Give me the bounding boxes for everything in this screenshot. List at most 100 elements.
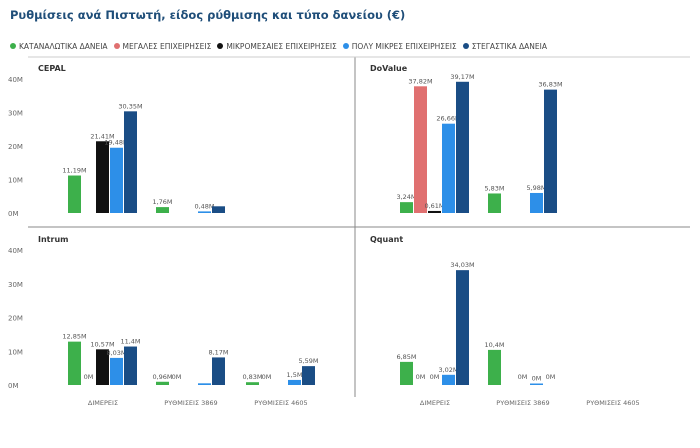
- legend-dot-icon: [342, 43, 349, 49]
- x-category-label: ΡΥΘΜΙΣΕΙΣ 3869: [496, 399, 549, 407]
- bar: [442, 123, 455, 213]
- x-category-label: ΡΥΘΜΙΣΕΙΣ 3869: [164, 399, 217, 407]
- data-label: 30,35M: [118, 102, 142, 110]
- data-label: 19,48M: [104, 139, 128, 147]
- bar: [544, 89, 557, 213]
- bar: [428, 210, 441, 213]
- data-label: 34,03M: [450, 261, 474, 269]
- data-label: 5,59M: [298, 357, 318, 365]
- data-label: 0M: [518, 373, 528, 381]
- data-label: 8,03M: [106, 349, 126, 357]
- y-tick-label: 0M: [8, 210, 19, 218]
- data-label: 8,17M: [208, 348, 228, 356]
- bar: [212, 206, 225, 213]
- legend-label: ΚΑΤΑΝΑΛΩΤΙΚΑ ΔΑΝΕΙΑ: [19, 41, 108, 51]
- bar: [110, 357, 123, 385]
- y-tick-label: 20M: [8, 315, 23, 323]
- bar: [124, 346, 137, 385]
- y-tick-label: 20M: [8, 143, 23, 151]
- legend-label: ΠΟΛΥ ΜΙΚΡΕΣ ΕΠΙΧΕΙΡΗΣΕΙΣ: [351, 41, 457, 51]
- data-label: 0M: [262, 373, 272, 381]
- data-label: 11,19M: [62, 167, 86, 175]
- y-tick-label: 40M: [8, 247, 23, 255]
- bar: [68, 341, 81, 385]
- bar: [488, 193, 501, 213]
- data-label: 0M: [84, 373, 94, 381]
- bar: [288, 379, 301, 385]
- bar: [110, 147, 123, 213]
- legend-dot-icon: [217, 43, 224, 49]
- bar: [156, 381, 169, 385]
- bar: [246, 382, 259, 385]
- data-label: 37,82M: [408, 77, 432, 85]
- y-tick-label: 10M: [8, 177, 23, 185]
- data-label: 26,66M: [436, 115, 460, 123]
- bar: [302, 366, 315, 385]
- x-category-label: ΔΙΜΕΡΕΙΣ: [88, 399, 118, 407]
- data-label: 5,98M: [526, 184, 546, 192]
- data-label: 21,41M: [90, 132, 114, 140]
- legend-item-consumer[interactable]: ΚΑΤΑΝΑΛΩΤΙΚΑ ΔΑΝΕΙΑ: [10, 42, 108, 51]
- chart-legend: ΚΑΤΑΝΑΛΩΤΙΚΑ ΔΑΝΕΙΑ ΜΕΓΑΛΕΣ ΕΠΙΧΕΙΡΗΣΕΙΣ…: [10, 40, 553, 52]
- bar: [212, 357, 225, 385]
- bar: [68, 175, 81, 213]
- bar: [530, 192, 543, 213]
- panel-title: Qquant: [370, 235, 403, 244]
- x-category-label: ΡΥΘΜΙΣΕΙΣ 4605: [254, 399, 307, 407]
- y-tick-label: 10M: [8, 348, 23, 356]
- data-label: 39,17M: [450, 73, 474, 81]
- data-label: 1,76M: [152, 198, 172, 206]
- bar: [198, 383, 211, 385]
- legend-label: ΜΙΚΡΟΜΕΣΑΙΕΣ ΕΠΙΧΕΙΡΗΣΕΙΣ: [226, 41, 337, 51]
- y-tick-label: 30M: [8, 110, 23, 118]
- legend-label: ΣΤΕΓΑΣΤΙΚΑ ΔΑΝΕΙΑ: [471, 41, 547, 51]
- panel-title: DoValue: [370, 64, 408, 73]
- bar: [456, 81, 469, 213]
- data-label: 0,48M: [194, 202, 214, 210]
- bar: [530, 383, 543, 385]
- data-label: 1,5M: [287, 371, 303, 379]
- data-label: 12,85M: [62, 333, 86, 341]
- bar: [96, 141, 109, 213]
- data-label: 0M: [532, 375, 542, 383]
- data-label: 10,57M: [90, 340, 114, 348]
- data-label: 0,83M: [242, 373, 262, 381]
- legend-item-large-business[interactable]: ΜΕΓΑΛΕΣ ΕΠΙΧΕΙΡΗΣΕΙΣ: [113, 41, 212, 51]
- data-label: 0M: [430, 373, 440, 381]
- y-tick-label: 30M: [8, 281, 23, 289]
- data-label: 5,83M: [484, 184, 504, 192]
- bar: [414, 86, 427, 213]
- x-category-label: ΔΙΜΕΡΕΙΣ: [420, 399, 450, 407]
- data-label: 6,85M: [396, 353, 416, 361]
- legend-item-sme[interactable]: ΜΙΚΡΟΜΕΣΑΙΕΣ ΕΠΙΧΕΙΡΗΣΕΙΣ: [217, 41, 337, 51]
- data-label: 0,61M: [424, 202, 444, 210]
- panel-title: CEPAL: [38, 64, 66, 73]
- y-tick-label: 0M: [8, 382, 19, 390]
- data-label: 3,02M: [438, 366, 458, 374]
- bar: [442, 374, 455, 385]
- panel-title: Intrum: [38, 235, 68, 244]
- legend-item-micro-business[interactable]: ΠΟΛΥ ΜΙΚΡΕΣ ΕΠΙΧΕΙΡΗΣΕΙΣ: [342, 41, 457, 51]
- data-label: 11,4M: [120, 338, 140, 346]
- data-label: 0,96M: [152, 373, 172, 381]
- bar: [488, 349, 501, 385]
- x-category-label: ΡΥΘΜΙΣΕΙΣ 4605: [586, 399, 639, 407]
- bar: [96, 349, 109, 385]
- data-label: 10,4M: [484, 341, 504, 349]
- legend-dot-icon: [10, 43, 16, 49]
- data-label: 0M: [546, 373, 556, 381]
- bar: [198, 211, 211, 213]
- bar: [400, 361, 413, 385]
- data-label: 36,83M: [538, 81, 562, 89]
- data-label: 3,24M: [396, 193, 416, 201]
- bar: [124, 111, 137, 213]
- legend-dot-icon: [113, 43, 120, 49]
- legend-label: ΜΕΓΑΛΕΣ ΕΠΙΧΕΙΡΗΣΕΙΣ: [122, 41, 212, 51]
- legend-item-mortgage[interactable]: ΣΤΕΓΑΣΤΙΚΑ ΔΑΝΕΙΑ: [462, 41, 547, 51]
- bar: [456, 270, 469, 385]
- y-tick-label: 40M: [8, 76, 23, 84]
- data-label: 0M: [416, 373, 426, 381]
- page-title: Ρυθμίσεις ανά Πιστωτή, είδος ρύθμισης κα…: [10, 8, 406, 22]
- bar: [400, 202, 413, 213]
